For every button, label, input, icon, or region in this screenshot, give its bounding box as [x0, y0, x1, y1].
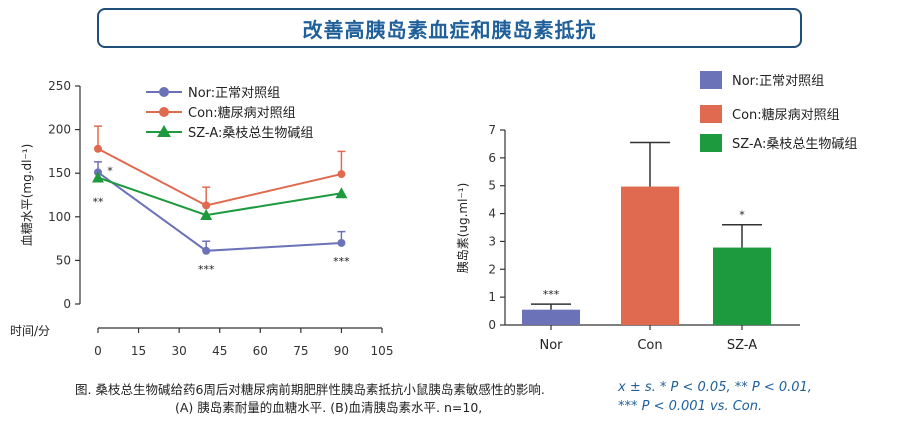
legend-label: Nor:正常对照组: [188, 86, 280, 101]
bar: [522, 309, 580, 325]
y-tick-label: 2: [488, 262, 496, 276]
legend-swatch: [700, 134, 722, 152]
data-point: [337, 170, 346, 179]
data-point: [202, 201, 211, 210]
legend-label: SZ-A:桑枝总生物碱组: [188, 126, 313, 141]
y-tick-label: 7: [488, 123, 496, 137]
y-axis-title: 血糖水平(mg.dl⁻¹): [19, 144, 34, 247]
y-tick-label: 250: [48, 79, 71, 93]
y-tick-label: 200: [48, 123, 71, 137]
legend-label: SZ-A:桑枝总生物碱组: [732, 137, 857, 152]
y-tick-label: 0: [63, 297, 71, 311]
series-line: [97, 147, 342, 207]
x-tick-label: 15: [131, 344, 146, 358]
significance-label: ***: [543, 288, 560, 301]
significance-label: *: [107, 165, 113, 178]
caption-line-2: (A) 胰岛素耐量的血糖水平. (B)血清胰岛素水平. n=10,: [175, 400, 483, 415]
legend-marker: [157, 125, 171, 137]
x-tick-label: 105: [371, 344, 394, 358]
stats-line-2: *** P < 0.001 vs. Con.: [618, 399, 763, 414]
data-point: [337, 238, 346, 247]
legend-swatch: [700, 105, 722, 123]
y-tick-label: 5: [488, 179, 496, 193]
x-tick-label: Con: [637, 338, 662, 353]
statistics-note: x ± s. * P < 0.05, ** P < 0.01, *** P < …: [618, 378, 888, 416]
bar: [621, 186, 679, 325]
x-tick-label: 45: [212, 344, 227, 358]
x-tick-label: 30: [172, 344, 187, 358]
y-axis-title: 胰岛素(ug.ml⁻¹): [455, 183, 470, 274]
significance-label: ***: [333, 255, 350, 268]
legend-swatch: [700, 71, 722, 89]
y-tick-label: 3: [488, 234, 496, 248]
significance-label: **: [93, 196, 105, 209]
page-title: 改善高胰岛素血症和胰岛素抵抗: [97, 8, 802, 48]
legend-marker: [159, 107, 169, 117]
legend-label: Con:糖尿病对照组: [732, 107, 840, 123]
x-tick-label: 0: [94, 344, 102, 358]
data-point: [335, 187, 348, 199]
legend-label: Nor:正常对照组: [732, 74, 824, 89]
x-axis-title: 时间/分: [10, 324, 50, 338]
y-tick-label: 1: [488, 290, 496, 304]
data-point: [202, 246, 211, 255]
y-tick-label: 150: [48, 166, 71, 180]
y-tick-label: 50: [56, 253, 71, 267]
x-tick-label: SZ-A: [727, 338, 757, 353]
x-tick-label: Nor: [539, 338, 563, 353]
significance-label: *: [739, 209, 745, 222]
data-point: [92, 171, 104, 183]
x-tick-label: 90: [334, 344, 349, 358]
x-tick-label: 75: [293, 344, 308, 358]
y-tick-label: 100: [48, 210, 71, 224]
y-tick-label: 6: [488, 151, 496, 165]
stats-line-1: x ± s. * P < 0.05, ** P < 0.01,: [618, 380, 812, 395]
legend-label: Con:糖尿病对照组: [188, 105, 296, 121]
data-point: [94, 144, 102, 153]
significance-label: ***: [198, 263, 215, 276]
data-point: [200, 209, 213, 221]
legend-marker: [159, 87, 169, 97]
figure-caption: 图. 桑枝总生物碱给药6周后对糖尿病前期肥胖性胰岛素抵抗小鼠胰岛素敏感性的影响.…: [75, 381, 595, 417]
y-tick-label: 4: [488, 207, 496, 221]
caption-line-1: 图. 桑枝总生物碱给药6周后对糖尿病前期肥胖性胰岛素抵抗小鼠胰岛素敏感性的影响.: [75, 382, 545, 397]
y-tick-label: 0: [488, 318, 496, 332]
bar: [713, 247, 771, 325]
series-line: [97, 171, 342, 252]
x-tick-label: 60: [253, 344, 268, 358]
